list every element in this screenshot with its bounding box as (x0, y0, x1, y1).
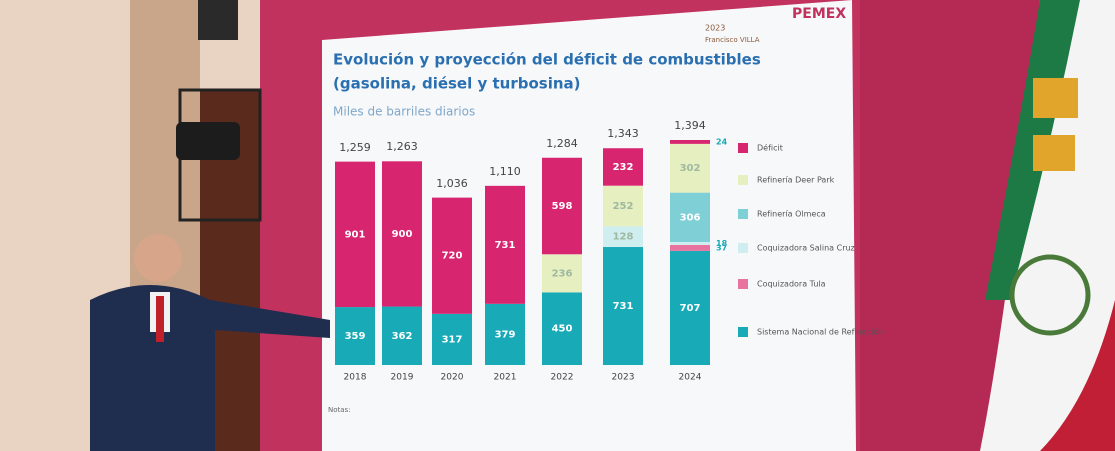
lamp (198, 0, 238, 40)
bar-segment (432, 313, 472, 365)
bar-segment (542, 292, 582, 365)
legend-label: Refinería Olmeca (757, 210, 826, 219)
x-tick-label: 2020 (441, 373, 464, 383)
legend-swatch (738, 209, 748, 219)
value-label: 901 (345, 229, 366, 240)
legend-swatch (738, 243, 748, 253)
logo-name: Francisco VILLA (705, 36, 760, 44)
flag-red (1040, 300, 1115, 451)
legend-swatch (738, 143, 748, 153)
total-label: 1,110 (489, 165, 521, 178)
presenter-head (134, 234, 182, 282)
total-label: 1,036 (436, 177, 468, 190)
flag (980, 0, 1115, 451)
value-label: 598 (552, 201, 573, 212)
logo-year: 2023 (705, 24, 725, 33)
value-label: 731 (495, 240, 516, 251)
x-tick-label: 2019 (391, 373, 414, 383)
bar-segment (542, 254, 582, 293)
value-label: 306 (680, 212, 701, 223)
slide-title-line2: (gasolina, diésel y turbosina) (333, 75, 581, 93)
value-label: 450 (552, 324, 573, 335)
units-label: Miles de barriles diarios (333, 105, 475, 119)
value-label: 707 (680, 303, 701, 314)
bar-segment (670, 143, 710, 193)
slide-title: Evolución y proyección del déficit de co… (333, 51, 761, 69)
x-tick-label: 2022 (551, 373, 574, 383)
logo-text: PEMEX (792, 6, 846, 22)
value-label: 720 (442, 251, 463, 262)
value-label: 18 (716, 239, 728, 248)
bar-segment (670, 140, 710, 144)
legend-label: Sistema Nacional de Refinación (757, 327, 883, 337)
value-label: 731 (613, 301, 634, 312)
bar-segment (432, 197, 472, 314)
value-label: 252 (613, 201, 634, 212)
total-label: 1,343 (607, 127, 639, 140)
bar-segment (485, 303, 525, 365)
value-label: 362 (392, 331, 413, 342)
bar-segment (485, 185, 525, 304)
x-tick-label: 2024 (679, 373, 702, 383)
notes-title: Notas: (328, 406, 351, 414)
bar-segment (603, 148, 643, 186)
bar-segment (603, 247, 643, 365)
value-label: 24 (716, 137, 728, 146)
flag-green (985, 0, 1080, 300)
value-label: 302 (680, 163, 701, 174)
bar-segment (335, 307, 375, 365)
total-label: 1,394 (674, 119, 706, 132)
total-label: 1,284 (546, 137, 578, 150)
flag-tassel (1033, 135, 1075, 171)
value-label: 317 (442, 334, 463, 345)
bar-segment (335, 161, 375, 308)
value-label: 232 (613, 162, 634, 173)
legend-label: Refinería Deer Park (757, 176, 835, 185)
legend-swatch (738, 279, 748, 289)
bar-segment (382, 306, 422, 365)
camera (176, 122, 240, 160)
x-tick-label: 2018 (344, 373, 367, 383)
bar-segment (603, 185, 643, 227)
total-label: 1,263 (386, 140, 418, 153)
value-label: 37 (716, 243, 727, 252)
value-label: 359 (345, 331, 366, 342)
legend-swatch (738, 327, 748, 337)
legend-label: Coquizadora Salina Cruz (757, 244, 855, 253)
value-label: 900 (392, 229, 413, 240)
bar-segment (603, 226, 643, 248)
value-label: 379 (495, 329, 516, 340)
x-tick-label: 2023 (612, 373, 635, 383)
bar-segment (542, 157, 582, 255)
legend-label: Coquizadora Tula (757, 280, 826, 289)
bar-segment (670, 192, 710, 243)
presenter-tie (156, 296, 164, 342)
value-label: 128 (613, 232, 634, 243)
flag-tassel (1033, 78, 1078, 118)
bar-segment (382, 161, 422, 307)
bar-segment (670, 242, 710, 245)
value-label: 236 (552, 268, 573, 279)
legend-swatch (738, 175, 748, 185)
total-label: 1,259 (339, 141, 371, 154)
flag-emblem (1009, 254, 1091, 336)
bar-segment (670, 244, 710, 251)
x-tick-label: 2021 (494, 373, 517, 383)
bar-segment (670, 250, 710, 365)
legend-label: Déficit (757, 143, 783, 153)
